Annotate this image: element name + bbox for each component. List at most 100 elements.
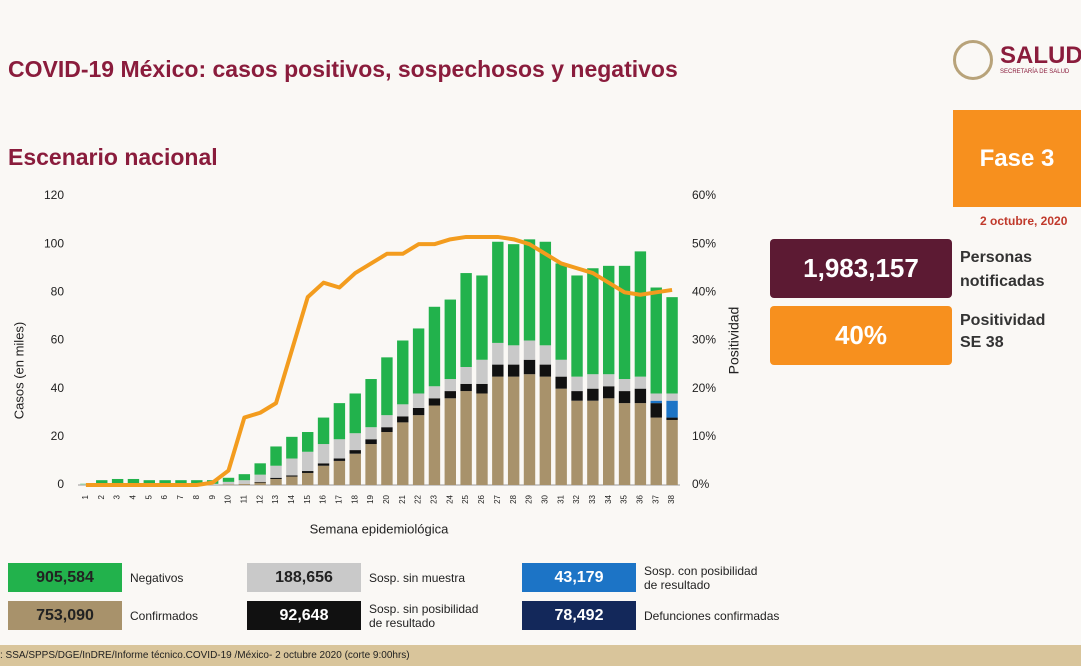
bar-segment bbox=[428, 398, 441, 406]
bar-segment bbox=[571, 400, 583, 485]
bar-segment bbox=[317, 444, 330, 464]
legend-label: Sosp. sin muestra bbox=[369, 570, 466, 585]
legend-total: 905,584 bbox=[8, 563, 122, 592]
bar-segment bbox=[476, 383, 488, 394]
bar-segment bbox=[412, 415, 425, 485]
legend-label: Sosp. sin posibilidad de resultado bbox=[369, 601, 479, 630]
bar-segment bbox=[365, 379, 377, 428]
bar-segment bbox=[333, 439, 346, 459]
bar-segment bbox=[365, 444, 377, 485]
x-tick-label: 19 bbox=[366, 494, 375, 503]
bar-segment bbox=[555, 263, 567, 360]
y-tick-label: 80 bbox=[51, 285, 65, 299]
bar-segment bbox=[476, 359, 488, 384]
date: 2 octubre, 2020 bbox=[980, 214, 1068, 228]
bar-segment bbox=[666, 400, 678, 418]
bar-segment bbox=[666, 297, 678, 394]
bar-segment bbox=[302, 472, 314, 485]
bar-segment bbox=[618, 403, 631, 485]
bar-segment bbox=[254, 463, 266, 475]
bar-segment bbox=[397, 404, 409, 417]
bar-segment bbox=[603, 386, 615, 399]
bar-segment bbox=[555, 376, 567, 389]
bar-segment bbox=[270, 478, 282, 485]
bar-segment bbox=[143, 480, 155, 484]
bar-segment bbox=[618, 265, 631, 380]
y2-axis-label: Positividad bbox=[726, 307, 742, 375]
bar-segment bbox=[270, 477, 282, 479]
bar-segment bbox=[634, 376, 647, 389]
bar-segment bbox=[333, 458, 346, 461]
legend-label: Sosp. con posibilidad de resultado bbox=[644, 563, 758, 592]
logo-subtext: SECRETARÍA DE SALUD bbox=[1000, 69, 1070, 75]
x-tick-label: 9 bbox=[208, 494, 217, 499]
x-tick-label: 34 bbox=[604, 494, 613, 503]
bar-segment bbox=[523, 359, 536, 375]
bar-segment bbox=[96, 480, 108, 484]
bar-segment bbox=[444, 391, 456, 399]
bar-segment bbox=[381, 432, 393, 485]
bar-segment bbox=[492, 364, 504, 377]
bar-segment bbox=[349, 433, 361, 451]
bar-segment bbox=[254, 482, 266, 485]
bar-segment bbox=[333, 403, 346, 440]
bar-segment bbox=[507, 345, 520, 365]
legend-label: Negativos bbox=[130, 570, 184, 585]
x-tick-label: 13 bbox=[271, 494, 280, 503]
bar-segment bbox=[492, 241, 504, 343]
bar-segment bbox=[302, 451, 314, 472]
logo-text: SALUD bbox=[1000, 42, 1081, 69]
notified-label: Personas notificadas bbox=[960, 249, 1045, 290]
x-tick-label: 18 bbox=[350, 494, 359, 503]
x-tick-label: 27 bbox=[493, 494, 502, 503]
chart: 0204060801001200%10%20%30%40%50%60%Seman… bbox=[11, 188, 742, 536]
y2-tick-label: 60% bbox=[692, 188, 716, 202]
y-tick-label: 120 bbox=[44, 188, 64, 202]
legend-label: Defunciones confirmadas bbox=[644, 608, 780, 623]
x-tick-label: 8 bbox=[192, 494, 201, 499]
bar-segment bbox=[286, 436, 298, 459]
y-tick-label: 40 bbox=[51, 381, 65, 395]
x-tick-label: 3 bbox=[113, 494, 122, 499]
bar-segment bbox=[634, 388, 647, 404]
legend-total: 43,179 bbox=[522, 563, 636, 592]
bar-segment bbox=[412, 393, 425, 408]
bar-segment bbox=[539, 241, 552, 346]
bar-segment bbox=[397, 340, 409, 405]
bar-segment bbox=[460, 391, 472, 485]
x-tick-label: 14 bbox=[287, 494, 296, 503]
bar-segment bbox=[634, 251, 647, 377]
bar-segment bbox=[302, 471, 314, 473]
bar-segment bbox=[444, 299, 456, 380]
bar-segment bbox=[523, 340, 536, 360]
bar-segment bbox=[428, 405, 441, 485]
legend-total: 188,656 bbox=[247, 563, 361, 592]
bar-segment bbox=[286, 475, 298, 477]
x-tick-label: 7 bbox=[176, 494, 185, 499]
bar-segment bbox=[238, 474, 251, 481]
bar-segment bbox=[539, 376, 552, 485]
bar-segment bbox=[381, 357, 393, 416]
bar-segment bbox=[618, 391, 631, 404]
phase-box: Fase 3 bbox=[953, 110, 1081, 207]
bar-segment bbox=[460, 273, 472, 367]
x-tick-label: 1 bbox=[81, 494, 90, 499]
x-tick-label: 32 bbox=[572, 494, 581, 503]
y-tick-label: 60 bbox=[51, 333, 65, 347]
bar-segment bbox=[476, 393, 488, 485]
positivity-box: 40% bbox=[770, 306, 952, 365]
bar-segment bbox=[349, 450, 361, 454]
bar-segment bbox=[507, 364, 520, 377]
y2-tick-label: 20% bbox=[692, 381, 716, 395]
bar-segment bbox=[191, 480, 203, 484]
x-tick-label: 38 bbox=[667, 494, 676, 503]
bar-segment bbox=[555, 388, 567, 485]
bar-segment bbox=[159, 480, 171, 484]
y-tick-label: 0 bbox=[57, 477, 64, 491]
bar-segment bbox=[650, 403, 662, 418]
legend-total: 753,090 bbox=[8, 601, 122, 630]
bar-segment bbox=[587, 268, 599, 375]
x-tick-label: 6 bbox=[160, 494, 169, 499]
bar-segment bbox=[587, 374, 599, 389]
bar-segment bbox=[333, 460, 346, 485]
